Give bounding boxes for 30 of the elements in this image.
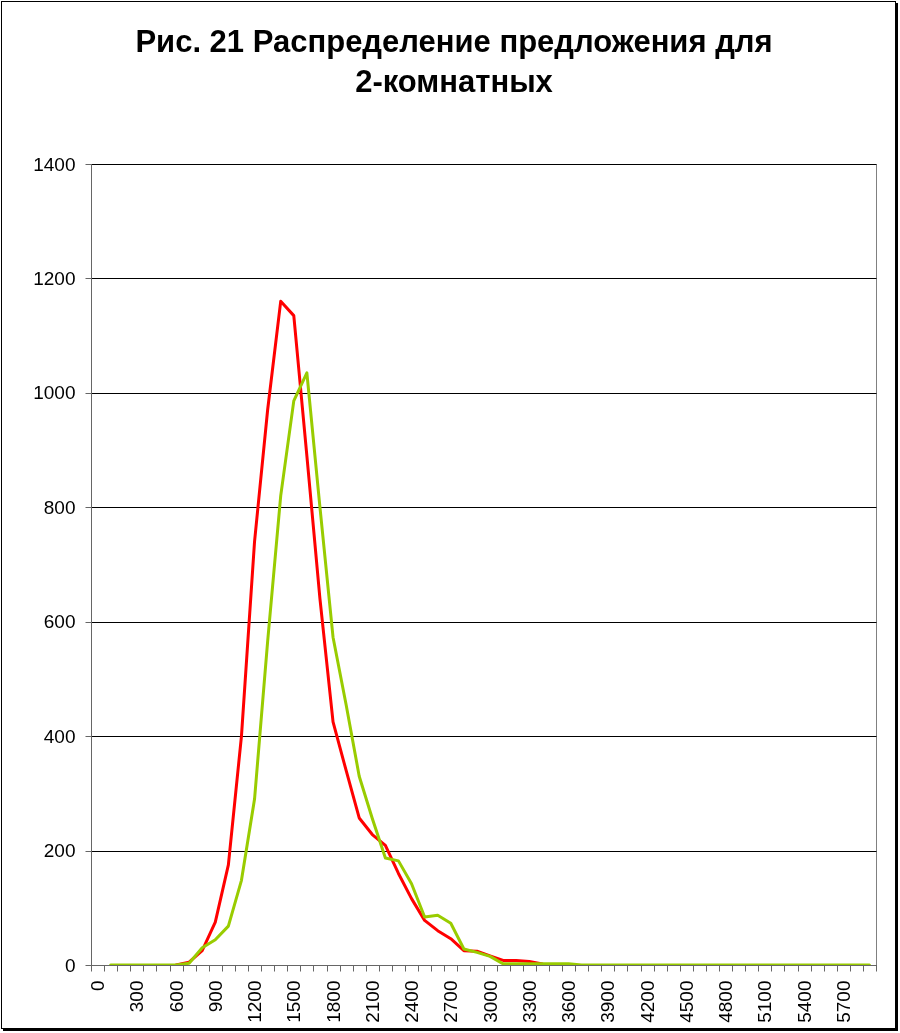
- x-tick-label: 4800: [715, 980, 737, 1023]
- x-tick-label: 1200: [244, 980, 266, 1023]
- x-tick-label: 300: [126, 980, 148, 1013]
- x-tick-label: 5100: [754, 980, 776, 1023]
- y-tick-label: 1000: [33, 382, 76, 404]
- x-tick-label: 600: [165, 980, 187, 1013]
- x-tick-label: 1500: [283, 980, 305, 1023]
- y-tick-label: 1200: [33, 267, 76, 289]
- x-tick-label: 3600: [558, 980, 580, 1023]
- x-tick-label: 2100: [361, 980, 383, 1023]
- x-tick-label: 3900: [597, 980, 619, 1023]
- x-tick-label: 3300: [518, 980, 540, 1023]
- x-tick-label: 0: [87, 980, 109, 992]
- x-tick-label: 4200: [636, 980, 658, 1023]
- x-tick-label: 4500: [675, 980, 697, 1023]
- y-tick-label: 600: [43, 611, 76, 633]
- x-tick-label: 1800: [322, 980, 344, 1023]
- line-series: [109, 371, 871, 965]
- y-tick-label: 0: [64, 954, 76, 976]
- chart-title: Рис. 21 Распределение предложения для 2-комнатных: [135, 24, 773, 99]
- y-tick-label: 400: [43, 725, 76, 747]
- x-tick-label: 5400: [793, 980, 815, 1023]
- y-tick-label: 1400: [33, 153, 76, 175]
- x-tick-label: 900: [204, 980, 226, 1013]
- y-tick-label: 800: [43, 496, 76, 518]
- x-tick-label: 3000: [479, 980, 501, 1023]
- x-tick-label: 2700: [440, 980, 462, 1023]
- y-tick-label: 200: [43, 840, 76, 862]
- x-tick-label: 2400: [401, 980, 423, 1023]
- x-tick-label: 5700: [832, 980, 854, 1023]
